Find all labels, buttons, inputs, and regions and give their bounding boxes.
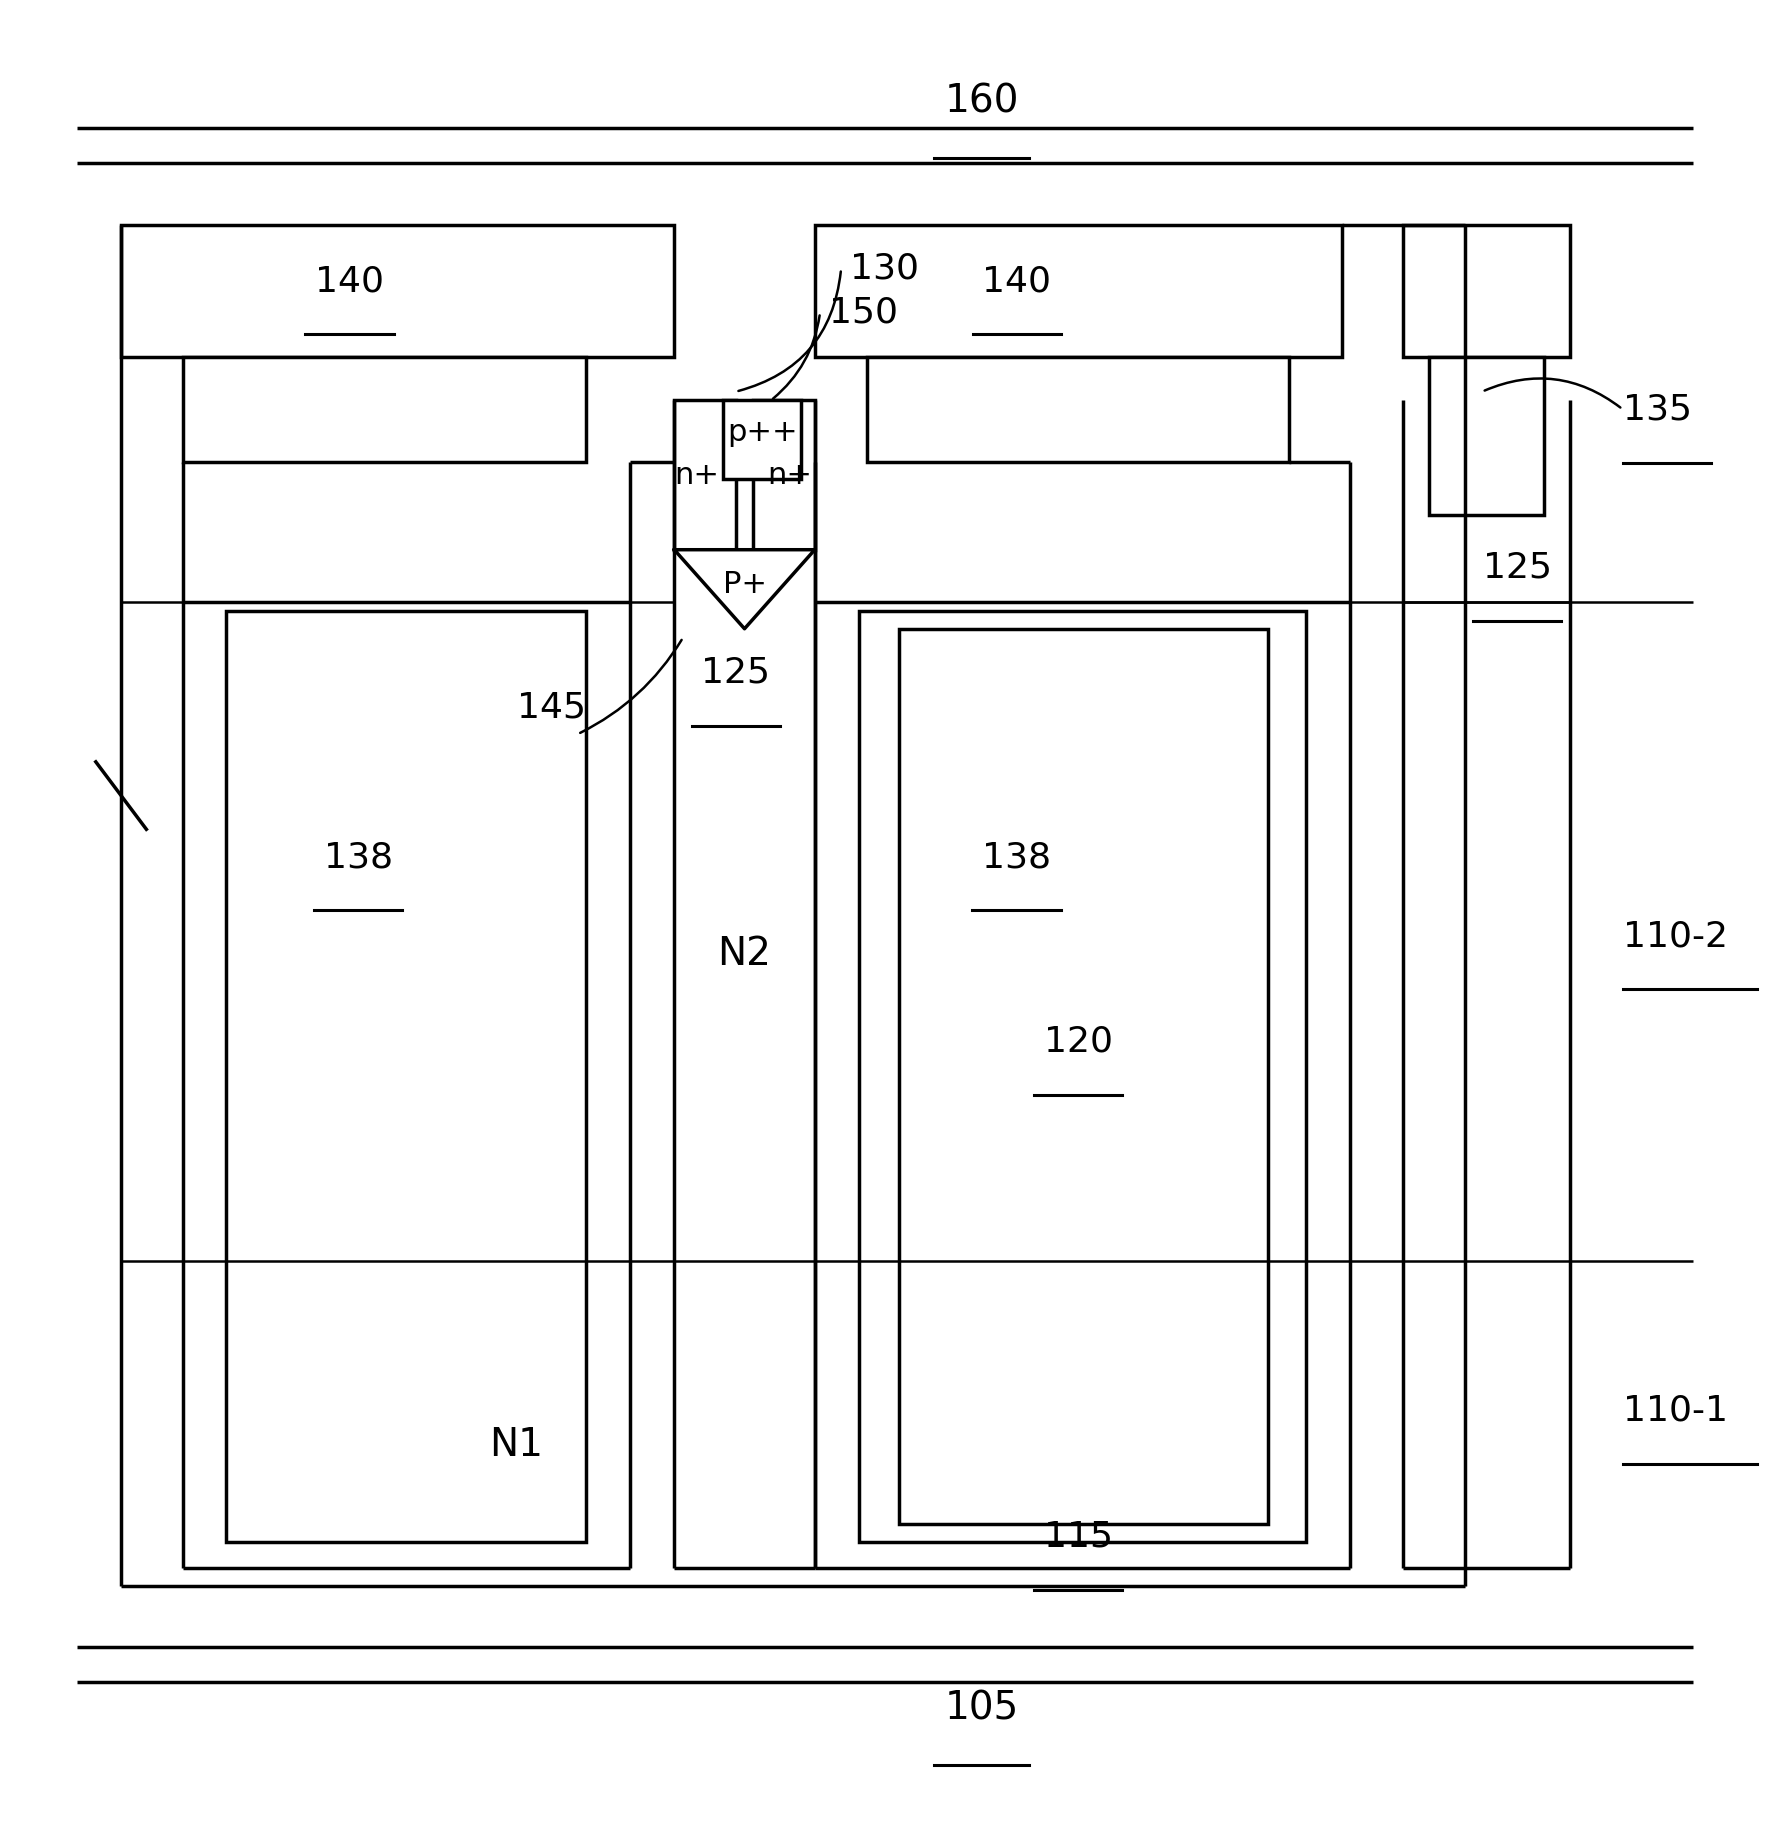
Text: 145: 145 bbox=[517, 691, 586, 726]
Text: 105: 105 bbox=[945, 1690, 1020, 1729]
Bar bbox=[182, 356, 586, 461]
Text: 140: 140 bbox=[982, 265, 1051, 298]
Bar bbox=[899, 628, 1267, 1525]
Bar bbox=[1430, 356, 1543, 514]
Text: 120: 120 bbox=[1044, 1025, 1113, 1058]
Bar bbox=[724, 400, 800, 479]
Bar bbox=[120, 224, 674, 356]
Bar bbox=[754, 400, 814, 549]
Text: 115: 115 bbox=[1044, 1519, 1113, 1554]
Text: p++: p++ bbox=[727, 417, 796, 446]
Text: 138: 138 bbox=[982, 840, 1051, 874]
Text: 110-2: 110-2 bbox=[1623, 918, 1728, 953]
Polygon shape bbox=[674, 549, 814, 628]
Text: 110-1: 110-1 bbox=[1623, 1392, 1728, 1427]
Text: 138: 138 bbox=[324, 840, 393, 874]
Text: 140: 140 bbox=[315, 265, 384, 298]
Text: 150: 150 bbox=[828, 296, 897, 329]
Bar bbox=[674, 400, 736, 549]
Text: n+: n+ bbox=[768, 461, 812, 490]
Text: 130: 130 bbox=[850, 252, 919, 287]
Text: N2: N2 bbox=[717, 935, 772, 972]
Bar bbox=[1404, 224, 1570, 356]
Bar bbox=[814, 224, 1342, 356]
Text: 135: 135 bbox=[1623, 393, 1692, 426]
Text: P+: P+ bbox=[722, 569, 766, 599]
Bar bbox=[867, 356, 1289, 461]
Text: 160: 160 bbox=[945, 83, 1020, 121]
Bar bbox=[858, 612, 1306, 1541]
Text: 125: 125 bbox=[1483, 551, 1552, 584]
Text: 125: 125 bbox=[701, 656, 770, 689]
Text: n+: n+ bbox=[674, 461, 720, 490]
Bar bbox=[227, 612, 586, 1541]
Text: N1: N1 bbox=[489, 1426, 543, 1464]
